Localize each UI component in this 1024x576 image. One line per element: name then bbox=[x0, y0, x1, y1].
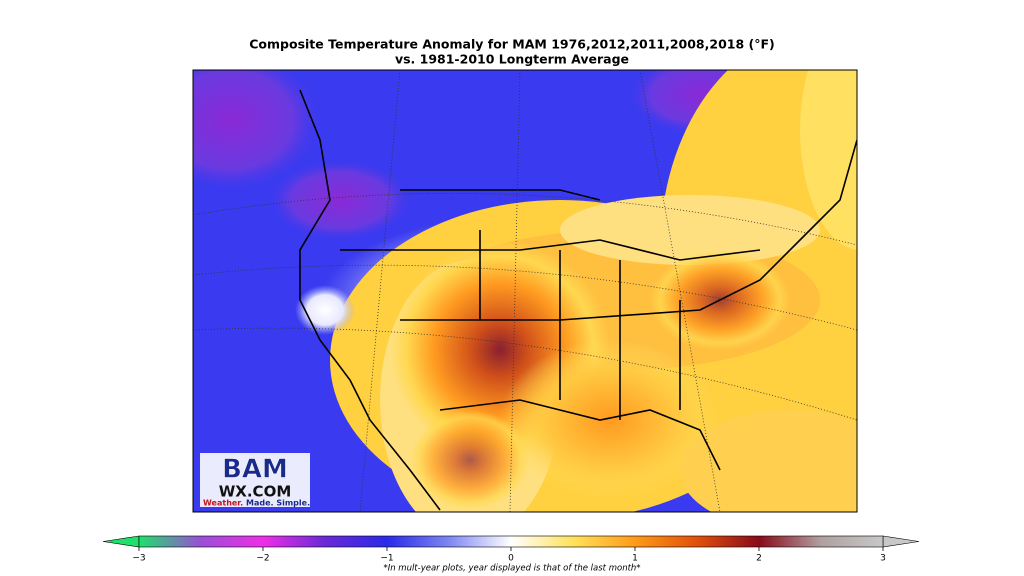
logo-tagline: Weather. bbox=[203, 499, 243, 508]
colorbar-arrow-right bbox=[882, 535, 920, 548]
logo-tagline: Made. Simple. bbox=[246, 499, 310, 508]
footnote: *In mult-year plots, year displayed is t… bbox=[383, 564, 640, 574]
map-title: Composite Temperature Anomaly for MAM 19… bbox=[249, 37, 774, 52]
colorbar-tick-label: 1 bbox=[632, 554, 638, 564]
logo-mark: BAM bbox=[222, 455, 288, 485]
coastlines bbox=[299, 89, 857, 511]
map-field bbox=[193, 70, 857, 512]
logo: BAM WX.COM Weather. Made. Simple. bbox=[200, 453, 310, 508]
colorbar-tick-label: −3 bbox=[132, 554, 145, 564]
colorbar-arrow-left bbox=[102, 535, 140, 548]
map-frame bbox=[192, 69, 858, 513]
colorbar-tick-label: −2 bbox=[256, 554, 269, 564]
colorbar-tick-label: −1 bbox=[380, 554, 393, 564]
colorbar-body bbox=[138, 535, 884, 548]
colorbar-tick-label: 3 bbox=[880, 554, 886, 564]
logo-site: WX.COM bbox=[219, 483, 292, 501]
logo-background bbox=[200, 453, 310, 507]
graticule bbox=[193, 70, 857, 512]
colorbar-tick-label: 2 bbox=[756, 554, 762, 564]
map-subtitle: vs. 1981-2010 Longterm Average bbox=[395, 52, 629, 67]
colorbar-tick-label: 0 bbox=[508, 554, 514, 564]
colorbar: −3 −2 −1 0 1 2 3 bbox=[102, 535, 920, 564]
